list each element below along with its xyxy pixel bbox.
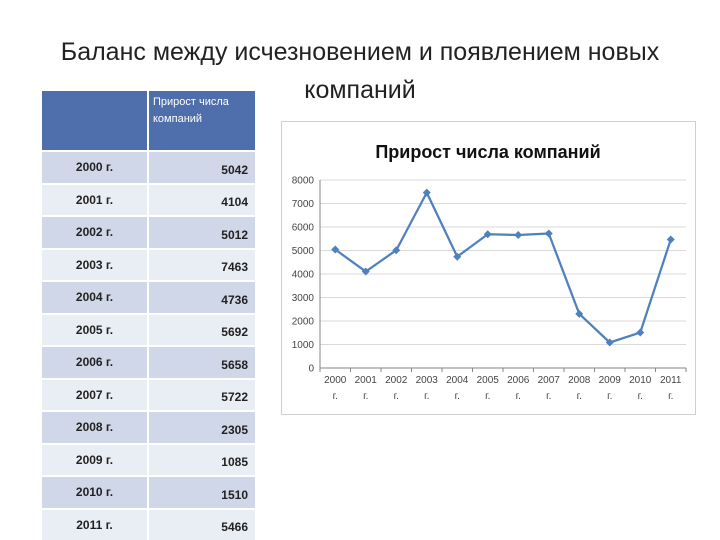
year-cell: 2000 г.	[42, 150, 148, 184]
x-tick-label: 2008 г.	[568, 375, 591, 402]
x-tick-label: 2001 г.	[355, 375, 378, 402]
year-cell: 2010 г.	[42, 475, 148, 509]
data-point	[605, 338, 614, 347]
x-tick-label: 2007 г.	[538, 375, 561, 402]
value-cell: 1510	[147, 475, 255, 509]
value-cell: 7463	[147, 247, 255, 281]
data-point	[331, 245, 340, 254]
year-column-header	[42, 91, 148, 151]
value-cell: 1085	[147, 442, 255, 476]
value-cell: 4736	[147, 280, 255, 314]
data-point	[666, 235, 675, 244]
data-point	[514, 231, 523, 240]
line-chart: Прирост числа компаний 0 1000 2000 3000 4000 5…	[281, 121, 696, 415]
x-tick-label: 2006 г.	[507, 375, 530, 402]
table-row: 2002 г. 5012	[42, 215, 255, 249]
y-tick-label: 3000	[292, 293, 315, 304]
value-cell: 5042	[147, 150, 255, 184]
value-cell: 5722	[147, 377, 255, 411]
table-row: 2004 г. 4736	[42, 280, 255, 314]
year-cell: 2007 г.	[42, 377, 148, 411]
value-cell: 5692	[147, 312, 255, 346]
table-row: 2000 г. 5042	[42, 150, 255, 184]
x-tick-label: 2005 г.	[477, 375, 500, 402]
slide-title: Баланс между исчезновением и появлением …	[60, 38, 660, 104]
series-line	[334, 191, 672, 344]
table-row: 2006 г. 5658	[42, 345, 255, 379]
table-body: 2000 г. 5042 2001 г. 4104 2002 г. 5012 2003 г.…	[42, 150, 255, 540]
year-cell: 2008 г.	[42, 410, 148, 444]
table-row: 2009 г. 1085	[42, 442, 255, 476]
value-cell: 2305	[147, 410, 255, 444]
table-row: 2003 г. 7463	[42, 247, 255, 281]
year-cell: 2004 г.	[42, 280, 148, 314]
x-tick-label: 2011 г.	[660, 375, 682, 402]
y-tick-label: 8000	[292, 176, 315, 187]
y-tick-label: 6000	[292, 223, 315, 234]
year-cell: 2002 г.	[42, 215, 148, 249]
x-tick-label: 2003 г.	[416, 375, 439, 402]
table-row: 2001 г. 4104	[42, 182, 255, 216]
table-row: 2010 г. 1510	[42, 475, 255, 509]
x-tick-label: 2002 г.	[385, 375, 408, 402]
y-tick-label: 7000	[292, 199, 315, 210]
data-table: Прирост числа компаний 2000 г. 5042 2001 г…	[42, 91, 255, 540]
x-tick-label: 2000 г.	[324, 375, 347, 402]
year-cell: 2011 г.	[42, 507, 148, 540]
value-cell: 5658	[147, 345, 255, 379]
value-cell: 5466	[147, 507, 255, 540]
table-row: 2007 г. 5722	[42, 377, 255, 411]
chart-svg: Прирост числа компаний 0 1000 2000 3000 4000 5…	[292, 142, 687, 402]
y-tick-label: 2000	[292, 317, 315, 328]
table-row: 2011 г. 5466	[42, 507, 255, 540]
y-tick-label: 4000	[292, 270, 315, 281]
value-cell: 4104	[147, 182, 255, 216]
year-cell: 2003 г.	[42, 247, 148, 281]
value-cell: 5012	[147, 215, 255, 249]
data-point	[544, 229, 553, 238]
y-tick-label: 5000	[292, 246, 315, 257]
year-cell: 2005 г.	[42, 312, 148, 346]
data-point	[575, 309, 584, 318]
table-row: 2008 г. 2305	[42, 410, 255, 444]
data-point	[392, 246, 401, 255]
table-row: 2005 г. 5692	[42, 312, 255, 346]
table-header-row: Прирост числа компаний	[42, 91, 255, 151]
x-tick-label: 2004 г.	[446, 375, 469, 402]
data-point	[361, 267, 370, 276]
x-tick-label: 2009 г.	[599, 375, 622, 402]
year-cell: 2009 г.	[42, 442, 148, 476]
y-tick-label: 0	[308, 364, 314, 375]
value-column-header: Прирост числа компаний	[147, 91, 255, 151]
y-tick-label: 1000	[292, 340, 315, 351]
year-cell: 2006 г.	[42, 345, 148, 379]
year-cell: 2001 г.	[42, 182, 148, 216]
data-point	[422, 188, 431, 197]
data-point	[483, 230, 492, 239]
data-point	[636, 328, 645, 337]
data-point	[453, 252, 462, 261]
chart-title: Прирост числа компаний	[375, 142, 600, 162]
x-tick-label: 2010 г.	[629, 375, 652, 402]
